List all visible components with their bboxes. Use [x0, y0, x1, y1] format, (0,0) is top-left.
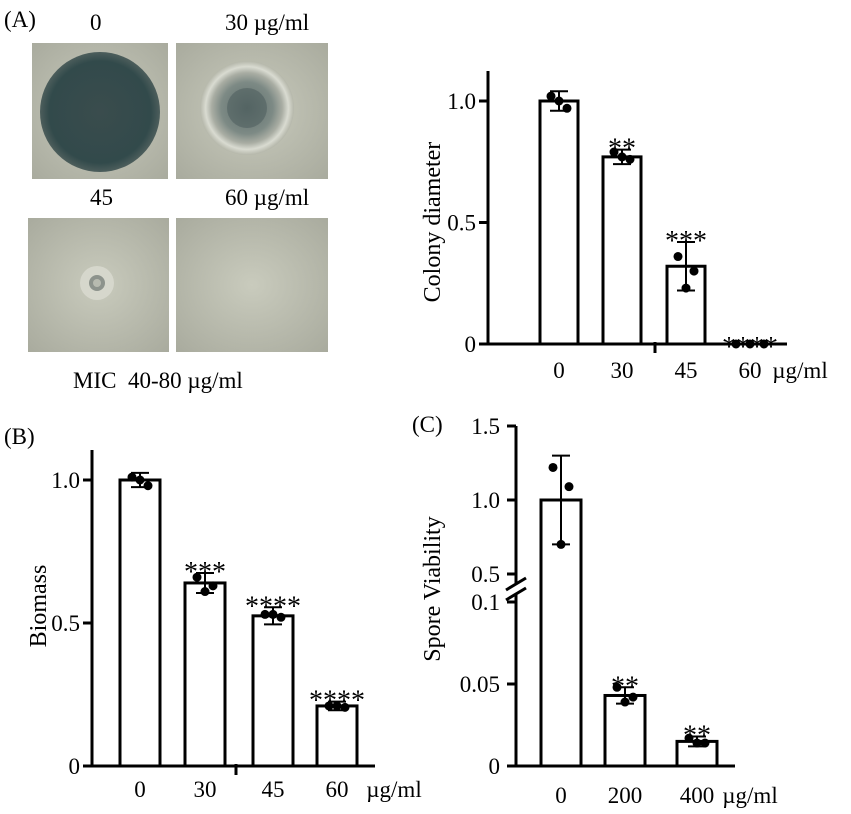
x-tick-label: 400 — [680, 783, 715, 808]
x-tick-label: 0 — [555, 783, 567, 808]
significance-label: ** — [611, 671, 639, 702]
plate-image-45 — [28, 218, 169, 352]
data-point — [340, 702, 350, 712]
y-axis-title: Spore Viability — [420, 516, 446, 661]
data-point — [612, 682, 622, 692]
chart-spore: 0 0.05 0.1 0.5 1.0 1.5 Spore Viability (C) 0 ** 20… — [412, 412, 778, 808]
data-point — [684, 733, 694, 743]
bar-60 — [315, 704, 359, 768]
x-unit-label: µg/ml — [772, 358, 827, 383]
data-point — [692, 738, 702, 748]
data-point — [554, 96, 564, 106]
plate-image-60 — [176, 218, 328, 352]
data-point — [564, 482, 574, 492]
x-tick-label: 200 — [608, 783, 643, 808]
x-unit-label: µg/ml — [722, 783, 777, 808]
data-point — [556, 539, 566, 549]
panel-label: (C) — [412, 412, 443, 437]
y-tick-label: 1.0 — [51, 468, 80, 493]
x-tick-label: 0 — [553, 358, 565, 383]
data-point — [700, 738, 710, 748]
significance-label: **** — [309, 686, 365, 717]
data-point — [546, 91, 556, 101]
bar-30 — [183, 581, 227, 768]
data-point — [548, 462, 558, 472]
plate-caption-30: 30 µg/ml — [225, 10, 310, 35]
plate-image-30 — [176, 43, 328, 179]
y-axis-title: Colony diameter — [420, 142, 446, 303]
bar-30 — [601, 155, 643, 346]
x-unit-label: µg/ml — [366, 777, 421, 802]
y-tick-label: 0 — [69, 754, 81, 779]
data-point — [681, 283, 691, 293]
x-tick-label: 60 — [739, 358, 762, 383]
data-point — [200, 587, 210, 597]
bar-45 — [251, 614, 295, 768]
x-tick-label: 30 — [611, 358, 634, 383]
data-point — [135, 475, 145, 485]
x-tick-label: 0 — [134, 777, 146, 802]
plate-caption-60: 60 µg/ml — [225, 185, 310, 210]
y-tick-label: 1.0 — [447, 89, 476, 114]
data-point — [759, 339, 769, 349]
data-point — [332, 701, 342, 711]
panel-label-a: (A) — [4, 7, 36, 32]
data-point — [143, 481, 153, 491]
data-point — [625, 154, 635, 164]
y-tick-label: 0 — [465, 332, 477, 357]
data-point — [260, 609, 270, 619]
bar-0 — [538, 99, 580, 346]
data-point — [673, 252, 683, 262]
y-tick-label: 0.5 — [51, 611, 80, 636]
x-tick-label: 45 — [675, 358, 698, 383]
bar-400 — [675, 739, 719, 768]
chart-biomass: 0 0.5 1.0 Biomass (B) 0 *** 30 **** 45 **** 60 µg/ml — [4, 424, 422, 802]
data-point — [268, 609, 278, 619]
colony-0 — [40, 52, 160, 172]
data-point — [628, 692, 638, 702]
y-tick-label: 1.5 — [471, 414, 500, 439]
y-tick-label: 0.5 — [447, 211, 476, 236]
significance-label: *** — [665, 226, 707, 257]
plate-image-0 — [32, 43, 168, 179]
data-point — [276, 612, 286, 622]
y-tick-label: 1.0 — [471, 488, 500, 513]
data-point — [208, 581, 218, 591]
data-point — [617, 152, 627, 162]
significance-label: ** — [683, 720, 711, 751]
axis-break-mark — [505, 586, 527, 602]
panel-label: (B) — [4, 424, 35, 449]
data-point — [745, 339, 755, 349]
y-tick-label: 0 — [489, 754, 501, 779]
bar-0 — [118, 478, 162, 768]
mic-footer: MIC 40-80 µg/ml — [73, 368, 243, 393]
x-tick-label: 45 — [262, 777, 285, 802]
chart-colony: 0 0.5 1.0 Colony diameter 0 ** 30 *** 45 ****60 µg… — [420, 71, 828, 383]
y-tick-label: 0.1 — [471, 590, 500, 615]
axis-break-mark — [505, 576, 527, 592]
data-point — [731, 339, 741, 349]
data-point — [192, 572, 202, 582]
data-point — [324, 701, 334, 711]
y-tick-label: 0.05 — [460, 672, 500, 697]
plate-caption-0: 0 — [90, 10, 102, 35]
x-tick-label: 30 — [194, 777, 217, 802]
significance-label: *** — [184, 557, 226, 588]
significance-label: **** — [722, 332, 778, 363]
y-tick-label: 0.5 — [471, 562, 500, 587]
bar-200 — [603, 693, 647, 768]
data-point — [609, 147, 619, 157]
plate-caption-45: 45 — [90, 185, 113, 210]
data-point — [620, 697, 630, 707]
x-tick-label: 60 — [326, 777, 349, 802]
data-point — [127, 472, 137, 482]
data-point — [689, 266, 699, 276]
significance-label: **** — [245, 591, 301, 622]
y-axis-title: Biomass — [26, 565, 52, 648]
data-point — [562, 103, 572, 113]
significance-label: ** — [608, 134, 636, 165]
